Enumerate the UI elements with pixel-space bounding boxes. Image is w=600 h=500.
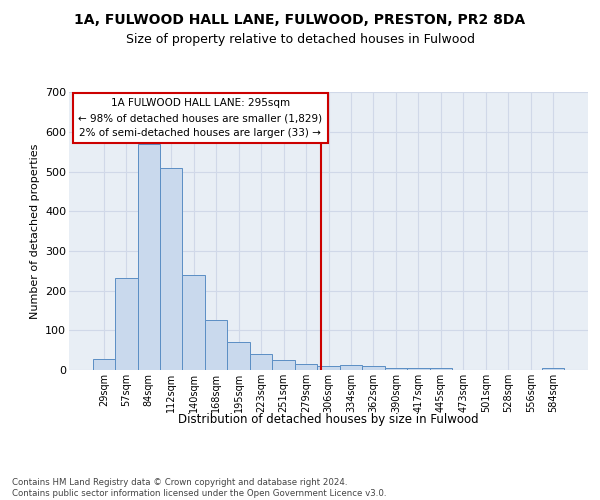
Bar <box>295 364 317 370</box>
Text: 1A FULWOOD HALL LANE: 295sqm
← 98% of detached houses are smaller (1,829)
2% of : 1A FULWOOD HALL LANE: 295sqm ← 98% of de… <box>79 98 322 138</box>
Text: 1A, FULWOOD HALL LANE, FULWOOD, PRESTON, PR2 8DA: 1A, FULWOOD HALL LANE, FULWOOD, PRESTON,… <box>74 12 526 26</box>
Text: Distribution of detached houses by size in Fulwood: Distribution of detached houses by size … <box>178 412 479 426</box>
Bar <box>385 368 407 370</box>
Text: Size of property relative to detached houses in Fulwood: Size of property relative to detached ho… <box>125 32 475 46</box>
Bar <box>227 342 250 370</box>
Bar <box>430 368 452 370</box>
Bar <box>340 365 362 370</box>
Bar <box>137 144 160 370</box>
Bar <box>250 354 272 370</box>
Bar <box>542 368 565 370</box>
Text: Contains HM Land Registry data © Crown copyright and database right 2024.
Contai: Contains HM Land Registry data © Crown c… <box>12 478 386 498</box>
Y-axis label: Number of detached properties: Number of detached properties <box>29 144 40 319</box>
Bar <box>205 320 227 370</box>
Bar <box>317 366 340 370</box>
Bar <box>272 360 295 370</box>
Bar <box>115 278 137 370</box>
Bar <box>182 275 205 370</box>
Bar <box>160 168 182 370</box>
Bar <box>407 368 430 370</box>
Bar <box>92 359 115 370</box>
Bar <box>362 366 385 370</box>
